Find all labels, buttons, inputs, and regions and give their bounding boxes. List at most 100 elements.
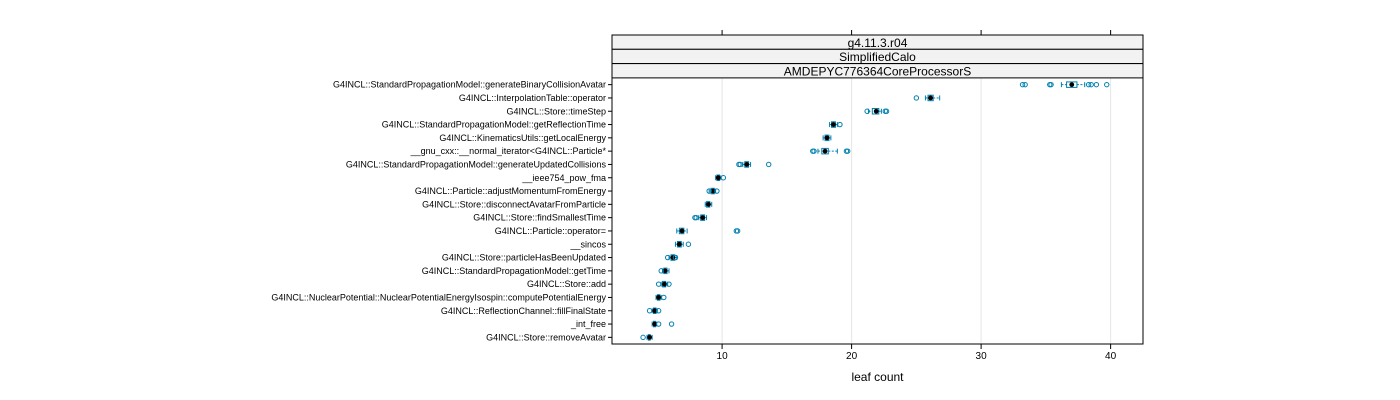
outlier-point [1093, 81, 1100, 88]
outlier-point [883, 108, 890, 114]
boxplot-13 [664, 254, 679, 261]
median-point [652, 321, 658, 327]
outlier-point [1022, 81, 1028, 88]
strip-label: g4.11.3.r04 [848, 36, 908, 50]
boxplot-2 [864, 108, 890, 115]
median-point [715, 175, 721, 181]
boxplot-7 [715, 174, 727, 181]
outlier-point [1048, 81, 1054, 88]
median-point [676, 241, 682, 247]
y-axis-category-labels: G4INCL::StandardPropagationModel::genera… [271, 80, 612, 342]
median-point [928, 95, 933, 101]
category-label: __gnu_cxx::__normal_iterator<G4INCL::Par… [410, 146, 607, 156]
x-axis-ticks: 10 20 30 40 [717, 30, 1117, 362]
outlier-point [661, 294, 667, 301]
median-point [831, 122, 836, 127]
outlier-point [720, 175, 727, 181]
x-tick-label: 40 [1105, 351, 1117, 362]
boxplot-18 [651, 320, 675, 328]
outlier-point [864, 108, 870, 114]
boxplot-14 [658, 267, 670, 275]
outlier-point [706, 188, 712, 194]
median-point [1069, 82, 1075, 88]
outlier-point [714, 188, 720, 194]
outlier-point [655, 281, 662, 287]
outlier-point [666, 281, 672, 287]
median-point [824, 135, 830, 141]
outlier-point [913, 95, 920, 101]
x-axis-title: leaf count [851, 370, 904, 384]
boxplot-9 [704, 201, 713, 208]
box-iqr [927, 94, 934, 102]
outlier-point [1088, 81, 1094, 88]
outlier-point [664, 254, 671, 261]
category-label: G4INCL::Store::findSmallestTime [473, 213, 606, 223]
category-label: G4INCL::KinematicsUtils::getLocalEnergy [439, 133, 606, 143]
boxplot-4 [822, 134, 832, 142]
boxplot-5 [810, 147, 851, 155]
boxplot-11 [676, 227, 741, 235]
median-point [652, 308, 658, 314]
median-point [647, 334, 652, 340]
outlier-point [811, 148, 817, 154]
box-iqr [821, 147, 829, 155]
boxplot-0 [1019, 81, 1110, 88]
outlier-point [734, 228, 741, 234]
outlier-point [646, 308, 653, 314]
boxplot-8 [706, 187, 720, 195]
median-point [873, 108, 879, 114]
median-point [744, 162, 750, 167]
outlier-point [655, 308, 662, 314]
outlier-point [672, 254, 679, 261]
boxplot-3 [829, 121, 843, 128]
strip-label: SimplifiedCalo [839, 50, 916, 64]
plot-panel-frame [611, 34, 1144, 345]
boxplot-17 [646, 307, 662, 314]
outlier-point [668, 321, 675, 327]
boxplot-10 [692, 214, 708, 221]
x-tick-label: 10 [717, 351, 729, 362]
category-label: G4INCL::StandardPropagationModel::genera… [346, 159, 607, 169]
category-label: G4INCL::Store::particleHasBeenUpdated [442, 253, 606, 263]
boxplot-series [640, 81, 1110, 341]
category-label: G4INCL::Particle::operator= [495, 226, 606, 236]
outlier-point [766, 161, 772, 168]
category-label: G4INCL::StandardPropagationModel::getTim… [422, 266, 606, 276]
outlier-point [693, 214, 699, 221]
category-label: G4INCL::StandardPropagationModel::genera… [333, 80, 606, 90]
category-label: G4INCL::Store::add [527, 279, 606, 289]
median-point [662, 281, 667, 287]
median-point [822, 148, 828, 154]
box-iqr [871, 108, 880, 115]
boxplot-15 [655, 280, 672, 288]
boxplot-16 [655, 294, 667, 301]
boxplot-1 [913, 94, 941, 102]
category-label: G4INCL::NuclearPotential::NuclearPotenti… [271, 292, 606, 302]
outlier-point [1019, 81, 1026, 88]
category-label: G4INCL::InterpolationTable::operator [459, 93, 606, 103]
category-label: G4INCL::Store::disconnectAvatarFromParti… [422, 199, 606, 209]
category-label: _int_free [570, 319, 606, 329]
category-label: __ieee754_pow_fma [521, 173, 606, 183]
outlier-point [655, 321, 662, 327]
outlier-point [1085, 81, 1092, 88]
category-label: __sincos [569, 239, 606, 249]
category-label: G4INCL::ReflectionChannel::fillFinalStat… [441, 306, 606, 316]
median-point [662, 268, 668, 274]
median-point [706, 201, 711, 207]
box-iqr [1066, 81, 1078, 88]
x-tick-label: 20 [846, 351, 858, 362]
outlier-point [1104, 81, 1110, 88]
median-point [679, 228, 685, 234]
category-label: G4INCL::Store::removeAvatar [486, 332, 606, 342]
outlier-point [845, 148, 851, 154]
outlier-point [837, 121, 843, 128]
x-tick-label: 30 [976, 351, 988, 362]
outlier-point [658, 268, 664, 274]
boxplot-19 [640, 334, 653, 341]
category-label: G4INCL::Particle::adjustMomentumFromEner… [415, 186, 607, 196]
strip-label: AMDEPYC776364CoreProcessorS [784, 64, 971, 78]
median-point [656, 295, 662, 300]
outlier-point [685, 241, 692, 247]
